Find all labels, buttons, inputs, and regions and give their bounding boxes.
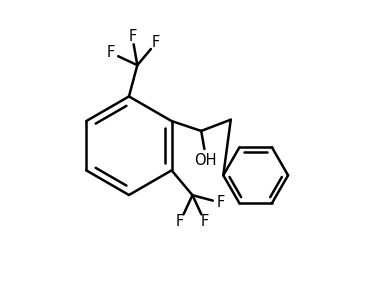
Text: F: F xyxy=(176,214,184,229)
Text: F: F xyxy=(200,214,209,229)
Text: F: F xyxy=(128,29,136,44)
Text: OH: OH xyxy=(194,153,217,168)
Text: F: F xyxy=(152,35,160,50)
Text: F: F xyxy=(107,45,115,60)
Text: F: F xyxy=(216,195,225,210)
